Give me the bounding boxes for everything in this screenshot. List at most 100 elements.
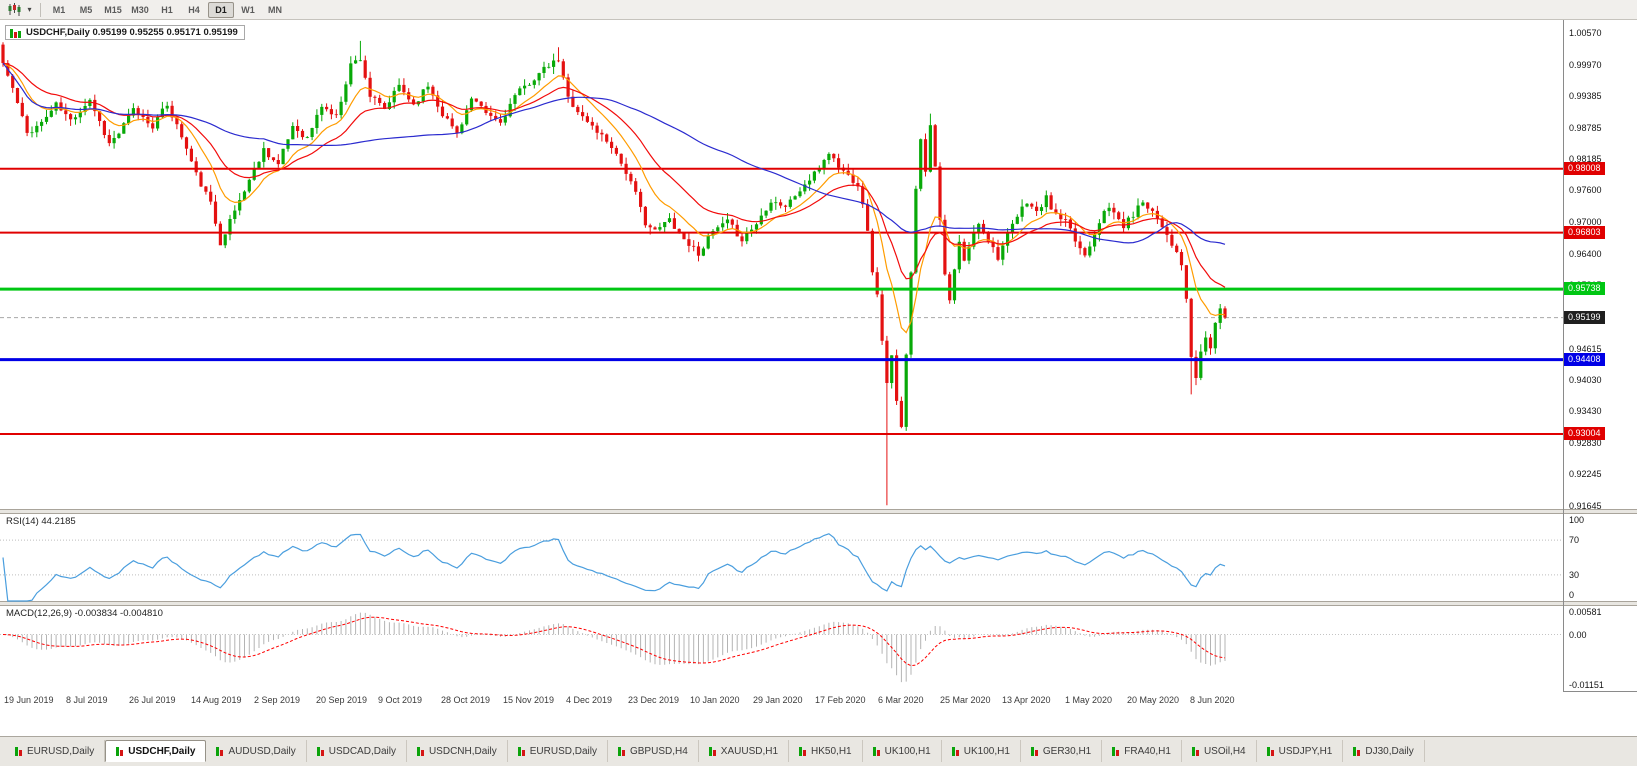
chart-title-text: USDCHF,Daily 0.95199 0.95255 0.95171 0.9… [26, 27, 238, 38]
time-label: 26 Jul 2019 [129, 695, 176, 705]
price-tick-label: 0.99970 [1569, 60, 1602, 70]
timeframe-button-h4[interactable]: H4 [188, 4, 200, 15]
chart-tab-usdcnh-daily[interactable]: USDCNH,Daily [407, 740, 508, 762]
chart-tab-icon [617, 746, 625, 756]
chart-tab-label: USDCNH,Daily [428, 745, 497, 757]
chevron-down-icon: ▾ [27, 5, 32, 14]
time-label: 2 Sep 2019 [254, 695, 301, 705]
chart-tab-label: XAUUSD,H1 [720, 745, 779, 757]
macd-level-label: 0.00581 [1569, 607, 1602, 617]
price-tick-label: 0.98785 [1569, 123, 1602, 133]
ma-line-fast [2, 62, 1226, 334]
chart-tab-icon [416, 746, 424, 756]
chart-tab-label: GER30,H1 [1042, 745, 1092, 757]
timeframe-button-m1[interactable]: M1 [52, 4, 66, 15]
time-label: 6 Mar 2020 [878, 695, 924, 705]
macd-signal-line [2, 616, 1226, 667]
pane-separator[interactable] [0, 601, 1637, 606]
time-axis[interactable]: 19 Jun 2019 8 Jul 2019 26 Jul 2019 14 Aug 2… [0, 691, 1563, 713]
price-axis[interactable]: 1.00570 0.99970 0.99385 0.98785 0.98185 0.976… [1563, 20, 1637, 712]
chart-tab-xauusd-h1[interactable]: XAUUSD,H1 [699, 740, 790, 762]
timeframe-button-m15[interactable]: M15 [104, 4, 122, 15]
price-tick-label: 1.00570 [1569, 28, 1602, 38]
time-label: 15 Nov 2019 [503, 695, 555, 705]
chart-type-button[interactable] [4, 1, 24, 18]
chart-tab-label: DJ30,Daily [1365, 745, 1414, 757]
price-tick-label: 0.92245 [1569, 469, 1602, 479]
chart-tab-hk50-h1[interactable]: HK50,H1 [789, 740, 863, 762]
candlestick-chart-icon [8, 3, 20, 16]
chart-tab-label: UK100,H1 [963, 745, 1010, 757]
hline-price-label: 0.94408 [1564, 353, 1605, 366]
chart-tab-icon [116, 746, 124, 756]
chart-tab-audusd-daily[interactable]: AUDUSD,Daily [206, 740, 307, 762]
rsi-level-label: 30 [1569, 570, 1580, 580]
chart-canvas[interactable] [0, 20, 1637, 736]
price-tick-label: 0.99385 [1569, 91, 1602, 101]
chart-tab-label: HK50,H1 [811, 745, 852, 757]
chart-tab-eurusd-daily[interactable]: EURUSD,Daily [508, 740, 608, 762]
chart-type-dropdown[interactable]: ▾ [24, 1, 35, 18]
timeframe-button-w1[interactable]: W1 [241, 4, 255, 15]
chart-tab-label: EURUSD,Daily [27, 745, 95, 757]
time-label: 19 Jun 2019 [4, 695, 54, 705]
price-tick-label: 0.91645 [1569, 501, 1602, 511]
chart-tab-label: USDJPY,H1 [1278, 745, 1333, 757]
rsi-level-label: 70 [1569, 535, 1580, 545]
chart-tab-label: AUDUSD,Daily [228, 745, 296, 757]
price-tick-label: 0.97600 [1569, 185, 1602, 195]
timeframe-buttons: M1 M5 M15 M30 H1 H4 D1 W1 MN [46, 1, 288, 18]
time-label: 17 Feb 2020 [815, 695, 866, 705]
price-tick-label: 0.94030 [1569, 375, 1602, 385]
time-label: 25 Mar 2020 [940, 695, 991, 705]
chart-tab-uk100-h1[interactable]: UK100,H1 [942, 740, 1021, 762]
rsi-level-label: 0 [1569, 590, 1575, 600]
time-label: 1 May 2020 [1065, 695, 1113, 705]
time-label: 10 Jan 2020 [690, 695, 740, 705]
chart-tab-label: FRA40,H1 [1124, 745, 1171, 757]
time-label: 9 Oct 2019 [378, 695, 423, 705]
timeframe-button-m5[interactable]: M5 [79, 4, 93, 15]
chart-tab-dj30-daily[interactable]: DJ30,Daily [1343, 740, 1425, 762]
timeframe-button-h1[interactable]: H1 [161, 4, 173, 15]
pane-separator[interactable] [0, 509, 1637, 514]
chart-tab-usdcad-daily[interactable]: USDCAD,Daily [307, 740, 407, 762]
chart-tab-eurusd-daily[interactable]: EURUSD,Daily [5, 740, 106, 762]
chart-tab-uk100-h1[interactable]: UK100,H1 [863, 740, 942, 762]
timeframe-button-m30[interactable]: M30 [131, 4, 149, 15]
chart-tab-icon [1191, 746, 1199, 756]
chart-tab-icon [708, 746, 716, 756]
chart-title: USDCHF,Daily 0.95199 0.95255 0.95171 0.9… [5, 25, 245, 40]
chart-tab-usdchf-daily[interactable]: USDCHF,Daily [105, 740, 207, 762]
chart-tab-label: USDCHF,Daily [128, 745, 196, 757]
hline-price-label: 0.96803 [1564, 226, 1605, 239]
rsi-level-label: 100 [1569, 515, 1585, 525]
timeframe-button-d1[interactable]: D1 [208, 1, 234, 18]
chart-tab-icon [517, 746, 525, 756]
hline-price-label: 0.93004 [1564, 427, 1605, 440]
chart-tab-usdjpy-h1[interactable]: USDJPY,H1 [1257, 740, 1344, 762]
rsi-line [2, 533, 1226, 602]
chart-tab-icon [1266, 746, 1274, 756]
chart-workspace: USDCHF,Daily 0.95199 0.95255 0.95171 0.9… [0, 20, 1637, 736]
ma-line-slow [2, 62, 1226, 245]
chart-tab-label: EURUSD,Daily [529, 745, 597, 757]
timeframe-button-mn[interactable]: MN [268, 4, 282, 15]
macd-level-label: -0.01151 [1569, 680, 1604, 690]
chart-tab-ger30-h1[interactable]: GER30,H1 [1021, 740, 1103, 762]
chart-tab-gbpusd-h4[interactable]: GBPUSD,H4 [608, 740, 699, 762]
chart-tab-fra40-h1[interactable]: FRA40,H1 [1102, 740, 1182, 762]
price-tick-label: 0.93430 [1569, 406, 1602, 416]
ma-line-medium [2, 62, 1226, 288]
price-tick-label: 0.92830 [1569, 438, 1602, 448]
time-label: 13 Apr 2020 [1002, 695, 1051, 705]
chart-window-icon [10, 28, 21, 38]
time-label: 28 Oct 2019 [441, 695, 491, 705]
time-label: 8 Jun 2020 [1190, 695, 1235, 705]
chart-tab-icon [951, 746, 959, 756]
chart-tab-usoil-h4[interactable]: USOil,H4 [1182, 740, 1257, 762]
chart-tab-icon [1112, 746, 1120, 756]
candlesticks[interactable] [1, 40, 1227, 506]
time-label: 4 Dec 2019 [566, 695, 613, 705]
